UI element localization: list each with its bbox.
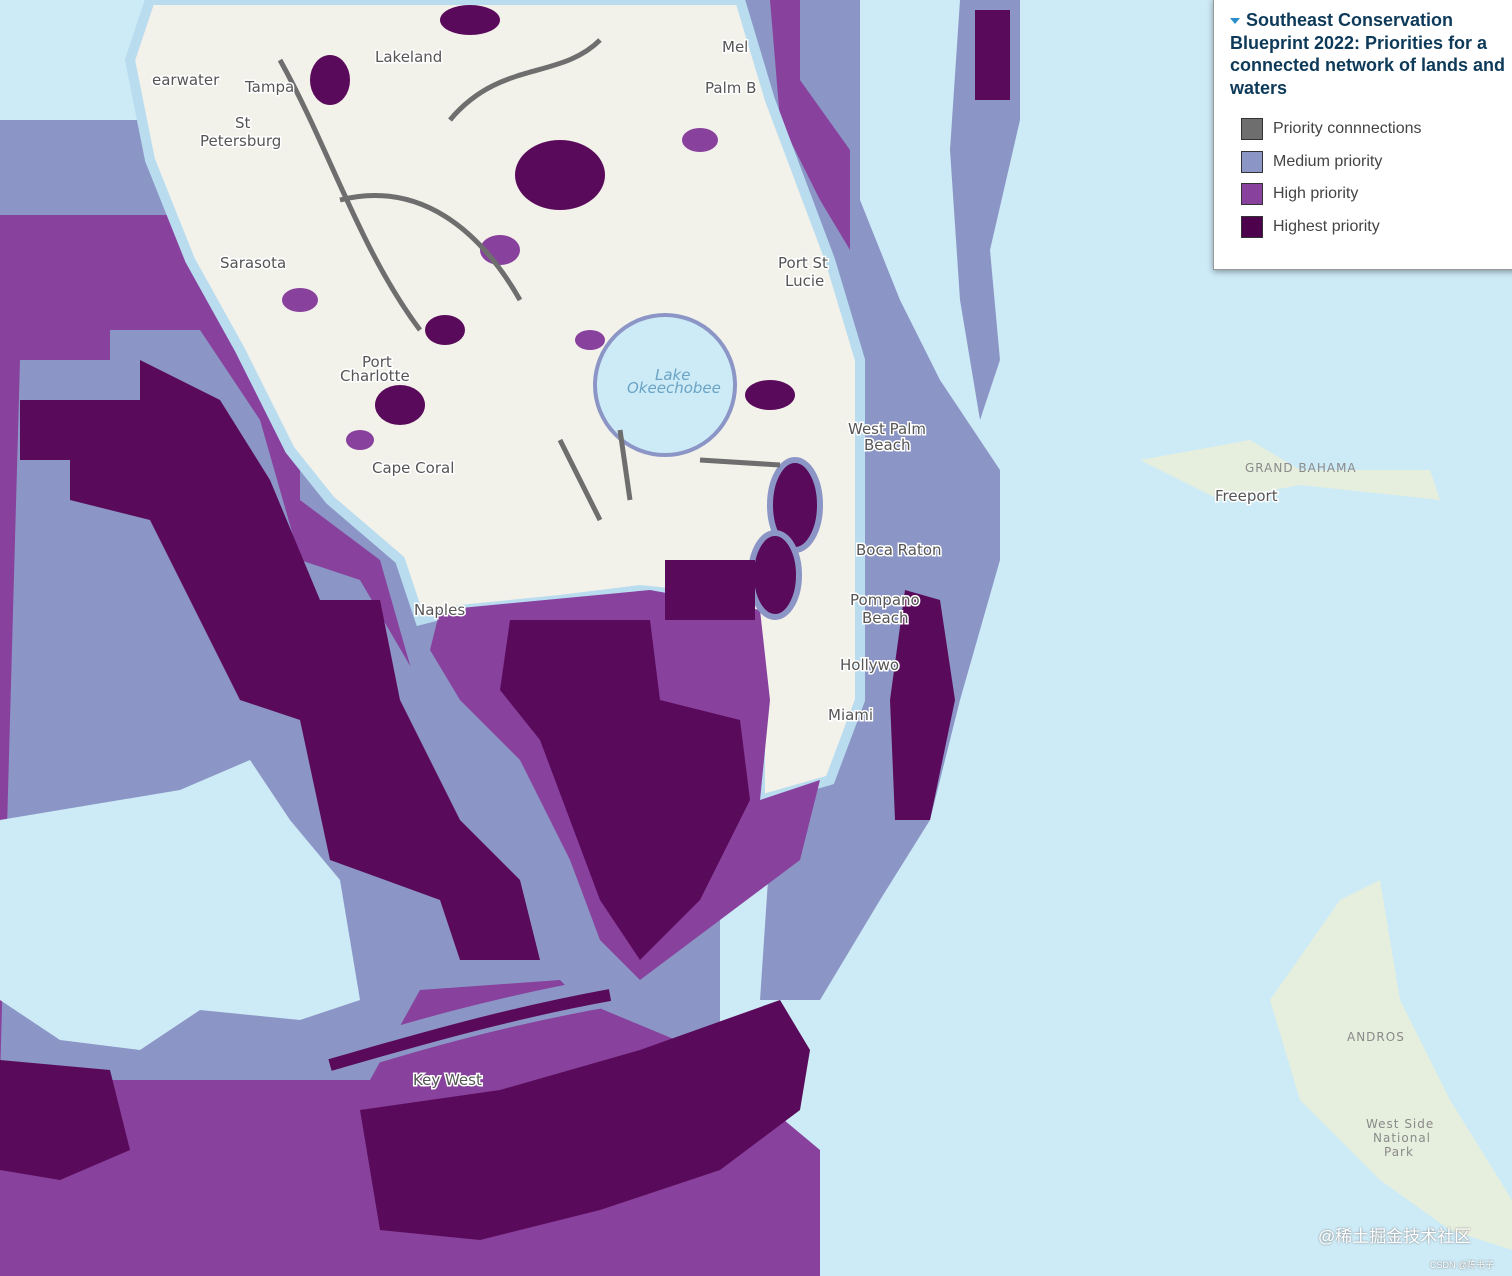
place-label: Tampa bbox=[244, 78, 294, 96]
highest-zone bbox=[20, 360, 540, 960]
place-label: Beach bbox=[864, 436, 910, 454]
place-label: Palm B bbox=[705, 79, 756, 97]
legend-item: Priority connnections bbox=[1241, 113, 1422, 146]
place-label: West Palm bbox=[848, 420, 926, 438]
legend-item: High priority bbox=[1241, 178, 1422, 211]
highest-zone bbox=[0, 1060, 130, 1180]
place-label: Port bbox=[362, 353, 392, 371]
legend-items: Priority connnections Medium priority High… bbox=[1241, 113, 1422, 243]
place-label: Miami bbox=[828, 706, 873, 724]
place-label: Beach bbox=[862, 609, 908, 627]
place-label: Mel bbox=[722, 38, 748, 56]
legend-label: Medium priority bbox=[1273, 152, 1383, 170]
island bbox=[1270, 880, 1512, 1250]
medium-zone bbox=[950, 0, 1020, 420]
place-label: Cape Coral bbox=[372, 459, 454, 477]
legend-item: Highest priority bbox=[1241, 211, 1422, 244]
connections bbox=[277, 38, 781, 522]
place-label: Boca Raton bbox=[856, 541, 942, 559]
place-label: Hollywo bbox=[840, 656, 899, 674]
legend-label: High priority bbox=[1273, 185, 1359, 203]
water-label: Lake bbox=[655, 366, 690, 384]
place-label: Lucie bbox=[785, 272, 824, 290]
credit: CSDN @陈书子 bbox=[1430, 1260, 1495, 1270]
legend: Southeast Conservation Blueprint 2022: P… bbox=[1213, 0, 1512, 270]
place-label: Naples bbox=[414, 601, 465, 619]
high-zone bbox=[770, 0, 850, 250]
island-label: National bbox=[1373, 1131, 1431, 1145]
patches bbox=[310, 5, 795, 425]
legend-item: Medium priority bbox=[1241, 146, 1422, 179]
highest-zone bbox=[360, 1000, 810, 1240]
watermark: @稀土掘金技术社区 bbox=[1318, 1227, 1472, 1246]
legend-label: Priority connnections bbox=[1273, 120, 1422, 138]
place-label: Petersburg bbox=[200, 132, 281, 150]
keys bbox=[328, 989, 612, 1071]
island-label: GRAND BAHAMA bbox=[1245, 461, 1357, 475]
legend-title[interactable]: Southeast Conservation Blueprint 2022: P… bbox=[1230, 9, 1512, 99]
island-label: West Side bbox=[1366, 1117, 1434, 1131]
water-label: Okeechobee bbox=[627, 379, 721, 397]
place-label: Charlotte bbox=[340, 367, 410, 385]
open-water bbox=[0, 760, 360, 1050]
legend-title-text: Southeast Conservation Blueprint 2022: P… bbox=[1230, 10, 1506, 98]
place-label: Pompano bbox=[850, 591, 920, 609]
legend-swatch bbox=[1241, 150, 1263, 173]
island-label: Park bbox=[1384, 1145, 1414, 1159]
legend-swatch bbox=[1241, 118, 1263, 141]
island-label: ANDROS bbox=[1347, 1030, 1405, 1044]
highest-zone bbox=[665, 560, 755, 620]
place-label: Key West bbox=[413, 1071, 482, 1089]
highest-zone bbox=[975, 10, 1010, 100]
island bbox=[1140, 440, 1440, 500]
highest-zone bbox=[500, 620, 750, 960]
place-label: Sarasota bbox=[220, 254, 286, 272]
place-label: Port St bbox=[778, 254, 828, 272]
lake bbox=[593, 313, 737, 457]
place-label: Freeport bbox=[1215, 487, 1278, 505]
place-label: earwater bbox=[152, 71, 220, 89]
highest-zone bbox=[748, 530, 802, 620]
patches bbox=[282, 128, 718, 450]
legend-swatch bbox=[1241, 183, 1263, 206]
legend-label: Highest priority bbox=[1273, 218, 1380, 236]
legend-swatch bbox=[1241, 216, 1263, 239]
place-label: Lakeland bbox=[375, 48, 442, 66]
place-label: St bbox=[235, 114, 251, 132]
highest-zone bbox=[890, 590, 955, 820]
